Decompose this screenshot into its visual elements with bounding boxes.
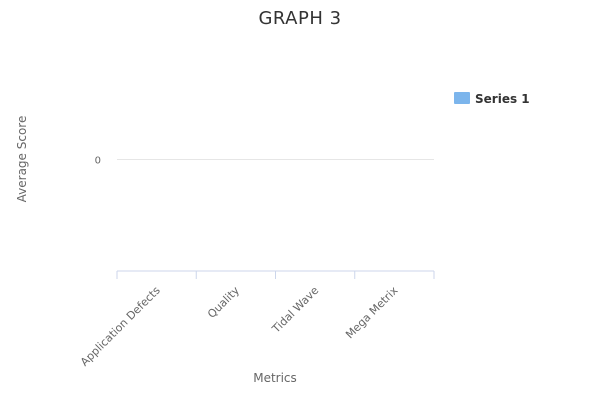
legend-swatch-series-1	[454, 92, 470, 104]
x-tick-label-4: Mega Metrix	[343, 284, 401, 342]
y-axis-title: Average Score	[15, 116, 29, 203]
legend[interactable]: Series 1	[454, 92, 530, 106]
x-tick-label-1: Application Defects	[78, 284, 163, 369]
plot-area: 0 Application Defects Quality Tidal Wave Meg…	[78, 156, 435, 369]
legend-label-series-1: Series 1	[475, 92, 530, 106]
x-tick-label-3: Tidal Wave	[269, 284, 321, 336]
y-tick-label-0: 0	[95, 156, 101, 167]
x-tick-label-2: Quality	[205, 284, 242, 321]
x-axis-title: Metrics	[253, 371, 297, 385]
chart-title: GRAPH 3	[258, 8, 341, 29]
